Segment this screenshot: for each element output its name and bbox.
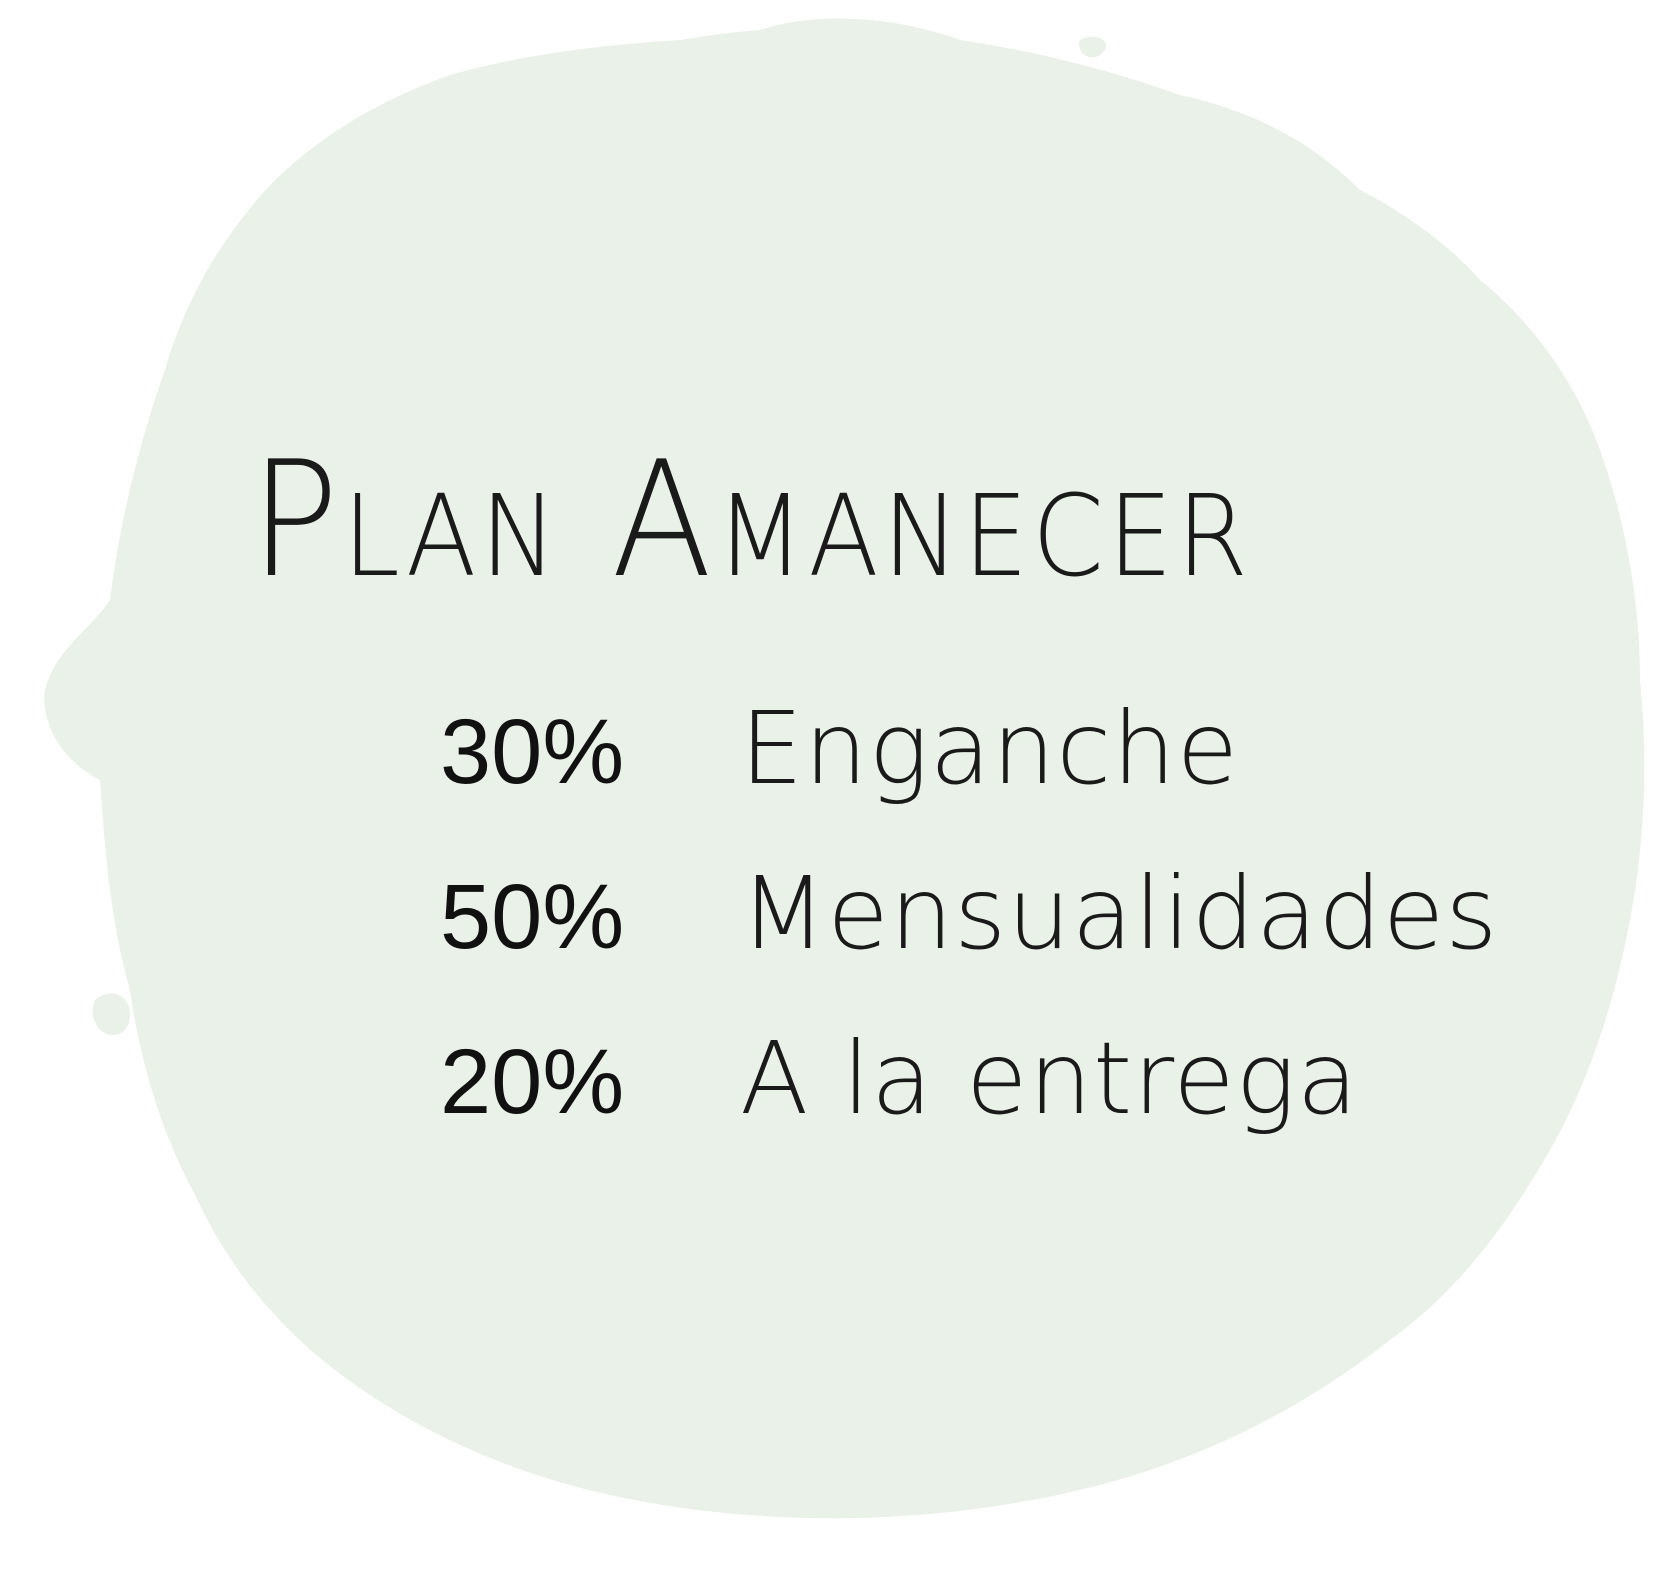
payment-percent: 20% bbox=[440, 1031, 625, 1133]
payment-percent: 30% bbox=[440, 701, 625, 803]
blob-shape bbox=[44, 18, 1645, 1519]
payment-plan-list: 30% Enganche 50% Mensualidades 20% A la … bbox=[440, 690, 1498, 1185]
payment-label: A la entrega bbox=[740, 1020, 1359, 1137]
payment-plan-item: 30% Enganche bbox=[440, 690, 1498, 855]
blob-edge-fleck bbox=[92, 993, 131, 1036]
blob-edge-fleck bbox=[1577, 598, 1619, 645]
payment-label: Mensualidades bbox=[740, 855, 1499, 972]
payment-plan-item: 20% A la entrega bbox=[440, 1020, 1498, 1185]
payment-label: Enganche bbox=[740, 690, 1240, 807]
plan-title-text: Plan Amanecer bbox=[250, 426, 1252, 613]
payment-plan-item: 50% Mensualidades bbox=[440, 855, 1498, 1020]
plan-title: Plan Amanecer bbox=[250, 440, 1339, 600]
blob-edge-fleck bbox=[1079, 36, 1107, 58]
payment-percent: 50% bbox=[440, 866, 625, 968]
